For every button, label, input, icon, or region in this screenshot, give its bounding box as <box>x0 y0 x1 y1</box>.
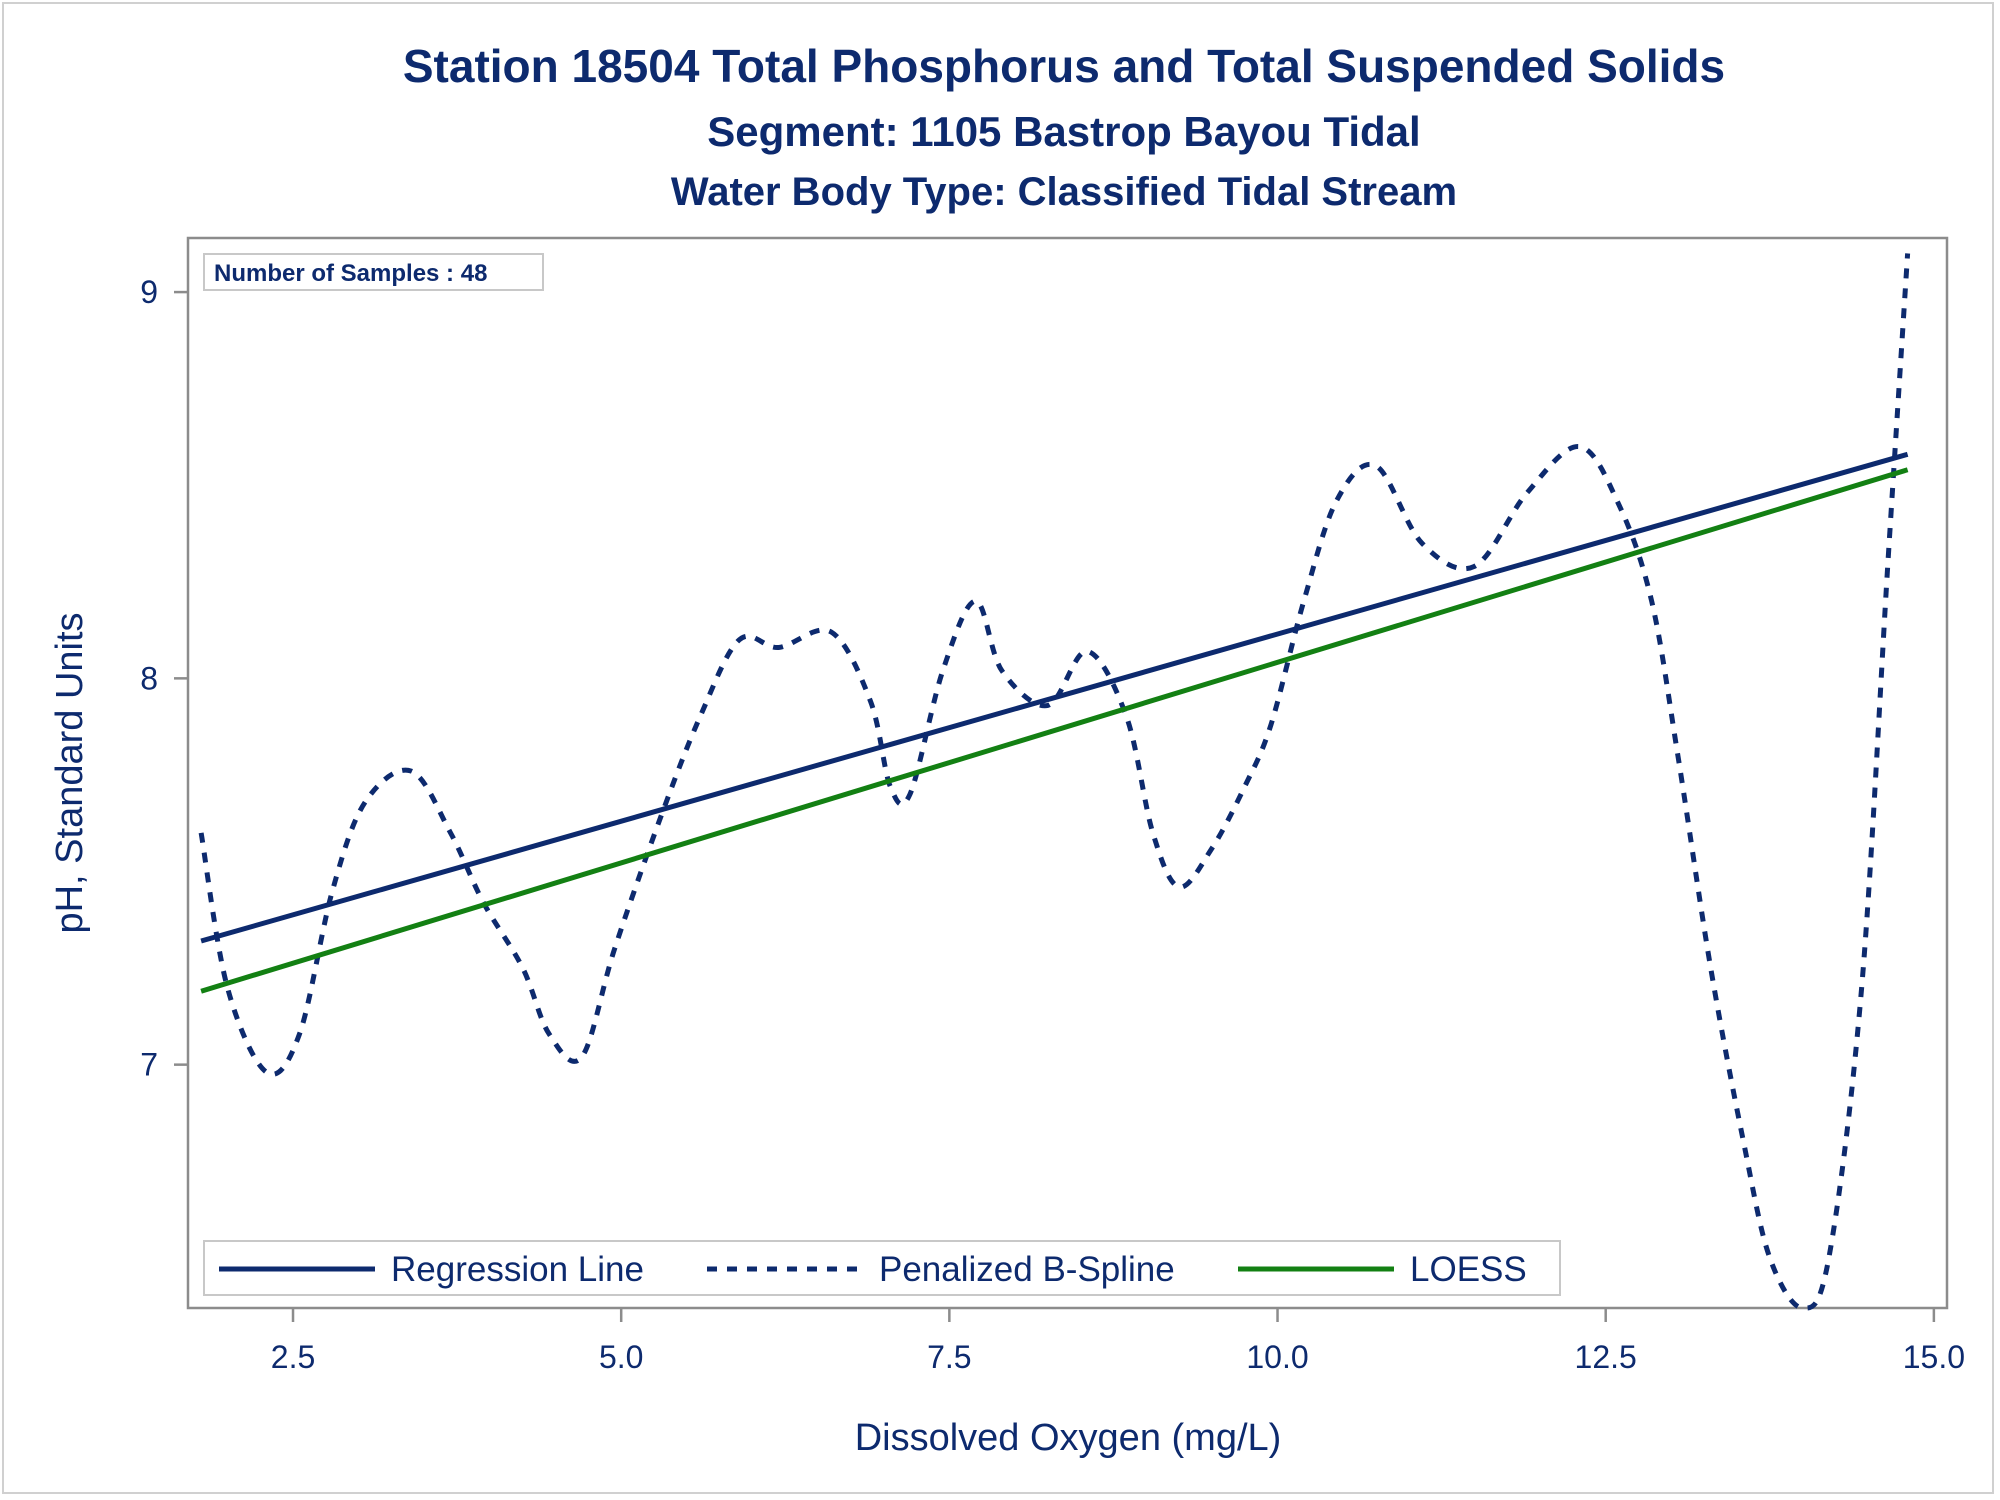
chart-subtitle-2: Water Body Type: Classified Tidal Stream <box>671 170 1457 214</box>
chart-subtitle: Segment: 1105 Bastrop Bayou Tidal <box>707 108 1420 155</box>
x-tick-label: 15.0 <box>1903 1339 1965 1375</box>
series-penalized-b-spline <box>198 253 1911 1311</box>
series-layer <box>198 253 1911 1311</box>
series-loess <box>200 467 1909 994</box>
legend-label-loess: LOESS <box>1410 1250 1527 1289</box>
y-tick-label: 7 <box>140 1047 158 1083</box>
x-tick-label: 10.0 <box>1246 1339 1308 1375</box>
legend: Regression Line Penalized B-Spline LOESS <box>203 1240 1561 1296</box>
x-axis-label: Dissolved Oxygen (mg/L) <box>855 1417 1282 1459</box>
y-axis-label: pH, Standard Units <box>49 612 91 933</box>
x-tick-label: 12.5 <box>1575 1339 1637 1375</box>
legend-label-spline: Penalized B-Spline <box>879 1250 1175 1289</box>
plot-area <box>186 236 1949 1310</box>
y-axis-ticks: 7 8 9 <box>140 274 188 1083</box>
samples-inset-label: Number of Samples : 48 <box>214 260 487 287</box>
samples-inset: Number of Samples : 48 <box>203 253 544 291</box>
x-tick-label: 7.5 <box>927 1339 971 1375</box>
series-regression-line <box>200 451 1909 944</box>
x-tick-label: 5.0 <box>599 1339 643 1375</box>
y-tick-label: 9 <box>140 274 158 310</box>
chart-title: Station 18504 Total Phosphorus and Total… <box>403 40 1725 92</box>
legend-label-regression: Regression Line <box>391 1250 644 1289</box>
x-tick-label: 2.5 <box>271 1339 315 1375</box>
x-axis-ticks: 2.5 5.0 7.5 10.0 12.5 15.0 <box>271 1308 1965 1375</box>
samples-inset-box <box>203 253 544 291</box>
y-tick-label: 8 <box>140 660 158 696</box>
